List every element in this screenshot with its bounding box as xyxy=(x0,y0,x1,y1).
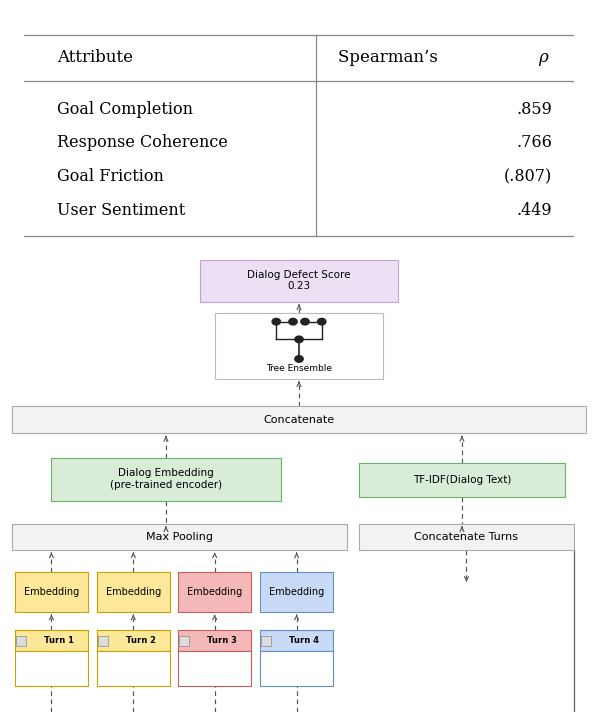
FancyBboxPatch shape xyxy=(15,630,88,651)
FancyBboxPatch shape xyxy=(12,523,347,550)
Text: Turn 1: Turn 1 xyxy=(44,636,74,645)
Circle shape xyxy=(289,318,297,325)
FancyBboxPatch shape xyxy=(215,313,383,379)
FancyBboxPatch shape xyxy=(97,572,170,612)
Text: Turn 4: Turn 4 xyxy=(289,636,319,645)
Text: ρ: ρ xyxy=(538,49,548,66)
Circle shape xyxy=(295,356,303,362)
Text: Goal Friction: Goal Friction xyxy=(57,168,164,185)
FancyBboxPatch shape xyxy=(178,572,251,612)
Text: Tree Ensemble: Tree Ensemble xyxy=(266,364,332,373)
FancyBboxPatch shape xyxy=(359,463,565,496)
FancyBboxPatch shape xyxy=(178,630,251,651)
Circle shape xyxy=(301,318,309,325)
FancyBboxPatch shape xyxy=(260,572,333,612)
Text: Dialog Defect Score
0.23: Dialog Defect Score 0.23 xyxy=(247,270,351,291)
Text: Spearman’s: Spearman’s xyxy=(337,49,443,66)
FancyBboxPatch shape xyxy=(15,572,88,612)
Circle shape xyxy=(318,318,326,325)
FancyBboxPatch shape xyxy=(16,636,26,646)
Text: Embedding: Embedding xyxy=(106,587,161,597)
Text: Attribute: Attribute xyxy=(57,49,133,66)
Text: Embedding: Embedding xyxy=(24,587,79,597)
Text: Concatenate: Concatenate xyxy=(264,414,334,424)
FancyBboxPatch shape xyxy=(359,523,574,550)
FancyBboxPatch shape xyxy=(98,636,108,646)
Text: Max Pooling: Max Pooling xyxy=(146,532,213,542)
Text: Embedding: Embedding xyxy=(187,587,242,597)
FancyBboxPatch shape xyxy=(51,458,281,501)
Text: User Sentiment: User Sentiment xyxy=(57,201,185,219)
Text: Goal Completion: Goal Completion xyxy=(57,101,193,118)
FancyBboxPatch shape xyxy=(261,636,271,646)
FancyBboxPatch shape xyxy=(97,651,170,686)
FancyBboxPatch shape xyxy=(15,651,88,686)
Text: Embedding: Embedding xyxy=(269,587,324,597)
Text: Turn 2: Turn 2 xyxy=(126,636,155,645)
FancyBboxPatch shape xyxy=(260,630,333,651)
FancyBboxPatch shape xyxy=(200,260,398,302)
FancyBboxPatch shape xyxy=(260,651,333,686)
Text: Response Coherence: Response Coherence xyxy=(57,135,228,152)
Text: TF-IDF(Dialog Text): TF-IDF(Dialog Text) xyxy=(413,475,511,485)
Circle shape xyxy=(295,336,303,342)
Text: (.807): (.807) xyxy=(504,168,552,185)
FancyBboxPatch shape xyxy=(97,630,170,651)
FancyBboxPatch shape xyxy=(178,651,251,686)
FancyBboxPatch shape xyxy=(12,406,586,433)
Text: .766: .766 xyxy=(516,135,552,152)
Circle shape xyxy=(272,318,280,325)
Text: .859: .859 xyxy=(516,101,552,118)
Text: Turn 3: Turn 3 xyxy=(207,636,237,645)
Text: Dialog Embedding
(pre-trained encoder): Dialog Embedding (pre-trained encoder) xyxy=(110,468,222,490)
Text: Concatenate Turns: Concatenate Turns xyxy=(414,532,518,542)
FancyBboxPatch shape xyxy=(179,636,189,646)
Text: .449: .449 xyxy=(517,201,552,219)
